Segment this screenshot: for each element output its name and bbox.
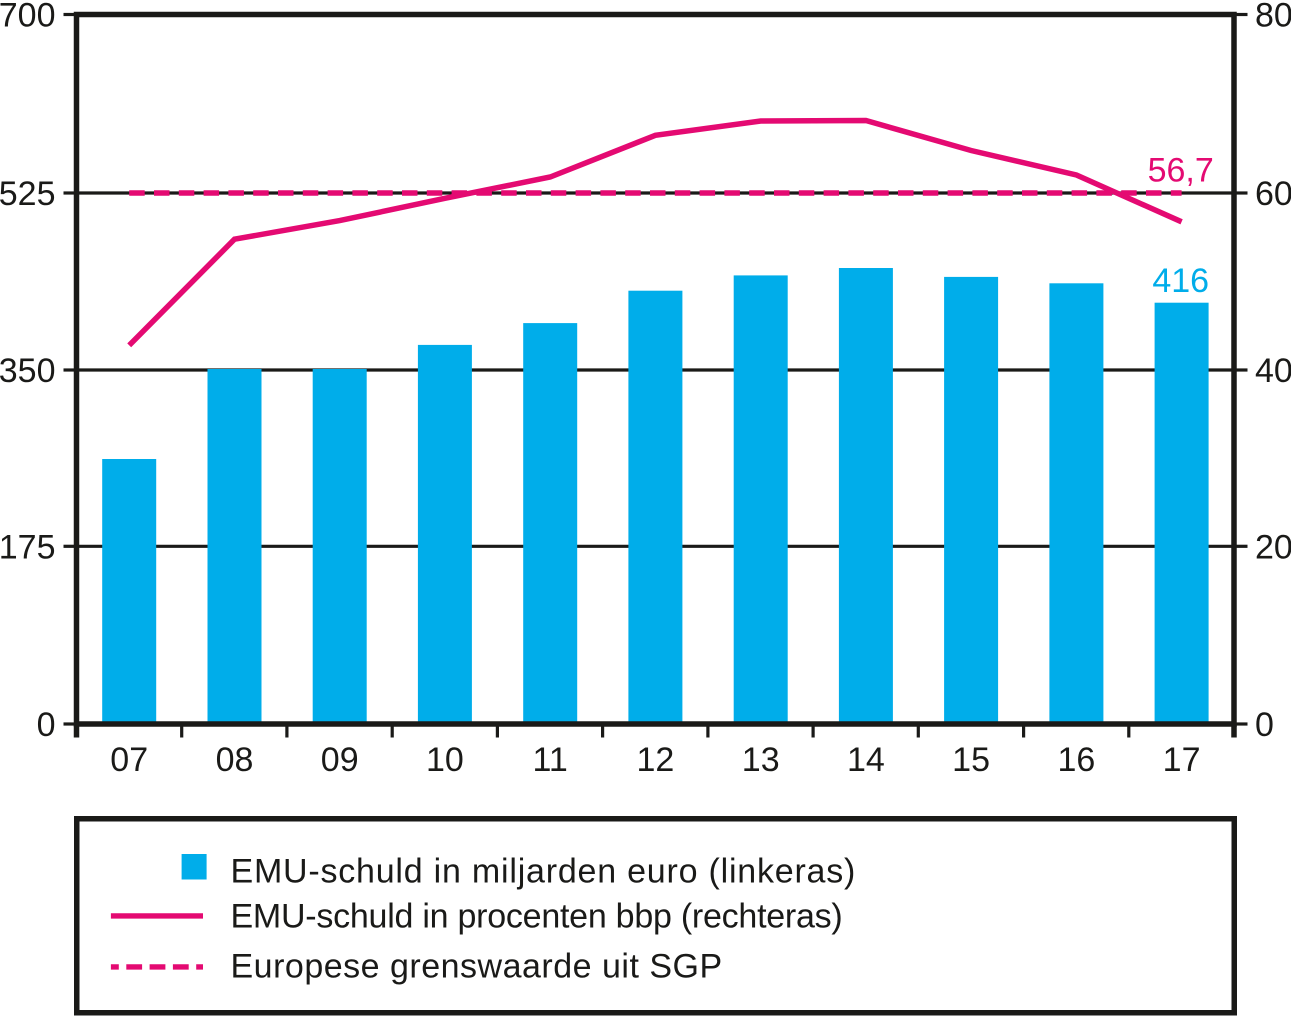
svg-text:525: 525 (0, 175, 56, 213)
svg-text:11: 11 (533, 741, 568, 779)
svg-text:60: 60 (1255, 175, 1291, 213)
svg-text:0: 0 (37, 706, 56, 744)
svg-text:EMU-schuld in procenten bbp (r: EMU-schuld in procenten bbp (rechteras) (231, 898, 843, 936)
svg-text:175: 175 (0, 528, 56, 566)
svg-text:15: 15 (952, 741, 990, 779)
svg-text:Europese grenswaarde uit SGP: Europese grenswaarde uit SGP (231, 948, 723, 986)
svg-text:416: 416 (1152, 262, 1209, 300)
svg-text:20: 20 (1255, 528, 1291, 566)
svg-text:350: 350 (0, 352, 56, 390)
svg-text:17: 17 (1163, 741, 1201, 779)
svg-text:10: 10 (426, 741, 464, 779)
svg-text:09: 09 (321, 741, 359, 779)
svg-text:08: 08 (216, 741, 254, 779)
svg-text:14: 14 (847, 741, 885, 779)
svg-text:07: 07 (110, 741, 148, 779)
svg-text:56,7: 56,7 (1148, 152, 1214, 190)
svg-text:13: 13 (742, 741, 780, 779)
svg-text:700: 700 (0, 0, 56, 35)
svg-text:80: 80 (1255, 0, 1291, 35)
svg-text:40: 40 (1255, 352, 1291, 390)
svg-text:16: 16 (1057, 741, 1095, 779)
svg-text:0: 0 (1255, 706, 1274, 744)
svg-text:12: 12 (636, 741, 674, 779)
svg-text:EMU-schuld in miljarden euro (: EMU-schuld in miljarden euro (linkeras) (231, 853, 857, 891)
